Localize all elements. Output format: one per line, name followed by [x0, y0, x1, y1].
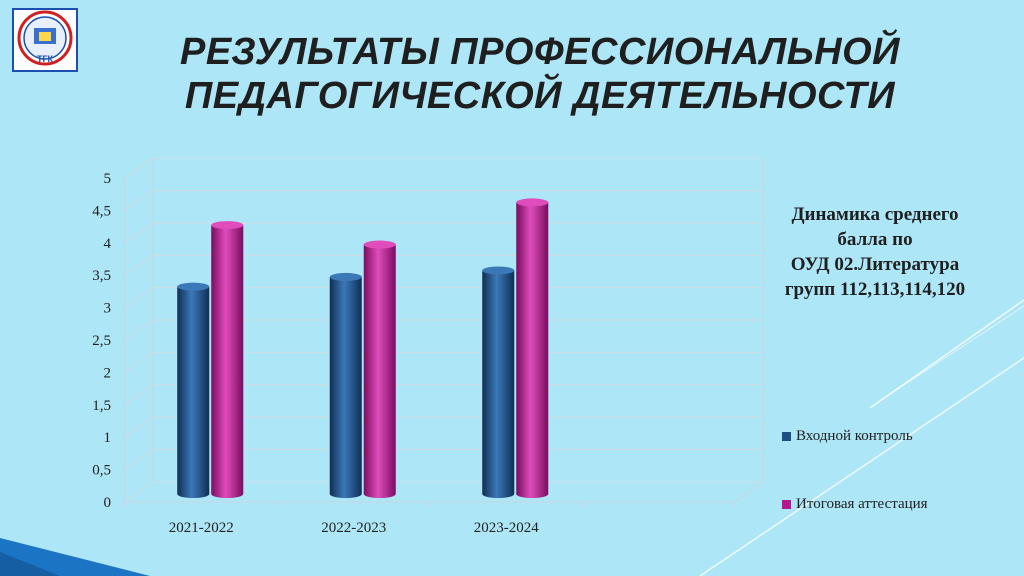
bar-final-1	[363, 244, 396, 498]
title-line-2: ПЕДАГОГИЧЕСКОЙ ДЕЯТЕЛЬНОСТИ	[184, 75, 896, 117]
gridline-diagonal	[124, 449, 154, 471]
bar-entry-0	[177, 286, 210, 498]
y-tick-label: 4,5	[92, 203, 111, 219]
legend-swatch-series2	[782, 500, 791, 509]
slide-title: РЕЗУЛЬТАТЫ ПРОФЕССИОНАЛЬНОЙ ПЕДАГОГИЧЕСК…	[160, 30, 920, 118]
gridline-diagonal	[124, 287, 154, 309]
y-tick-label: 2,5	[92, 333, 111, 349]
gridline-diagonal	[124, 157, 154, 179]
legend-label-series2: Итоговая аттестация	[796, 496, 928, 512]
legend-swatch-series1	[782, 432, 791, 441]
legend-label-series1: Входной контроль	[796, 428, 913, 444]
description-line-3: ОУД 02.Литература	[790, 254, 960, 275]
gridline-diagonal	[124, 319, 154, 341]
title-line-1: РЕЗУЛЬТАТЫ ПРОФЕССИОНАЛЬНОЙ	[180, 31, 900, 73]
x-category-label: 2021-2022	[169, 520, 234, 536]
gridline-diagonal	[124, 254, 154, 276]
bar-top-entry-2	[482, 266, 515, 275]
description-line-4: групп 112,113,114,120	[784, 279, 966, 300]
y-tick-label: 0,5	[92, 463, 111, 479]
gridline-diagonal	[124, 189, 154, 211]
y-tick-label: 5	[104, 171, 112, 187]
gridline-diagonal	[124, 384, 154, 406]
bar-entry-2	[482, 270, 515, 498]
bar-top-final-1	[363, 240, 396, 249]
y-tick-label: 3	[104, 301, 112, 317]
y-tick-label: 4	[104, 236, 112, 252]
x-category-label: 2022-2023	[321, 520, 386, 536]
bar-final-2	[516, 202, 549, 498]
bar-top-final-0	[211, 221, 244, 230]
y-tick-label: 1,5	[92, 398, 111, 414]
bar-top-final-2	[516, 198, 549, 207]
y-tick-label: 3,5	[92, 268, 111, 284]
bar-final-0	[211, 225, 244, 498]
bar-entry-1	[329, 276, 362, 498]
gridline-diagonal	[124, 416, 154, 438]
bar-top-entry-1	[329, 272, 362, 281]
legend-item-final-attestation: Итоговая аттестация	[782, 496, 928, 513]
x-category-label: 2023-2024	[474, 520, 539, 536]
y-tick-label: 1	[104, 430, 112, 446]
gridline-diagonal	[124, 481, 154, 503]
gridline-diagonal	[124, 222, 154, 244]
y-tick-label: 2	[104, 365, 112, 381]
y-tick-label: 0	[104, 495, 112, 511]
description-line-2: балла по	[837, 229, 913, 250]
gridline-diagonal	[124, 351, 154, 373]
bar-top-entry-0	[177, 282, 210, 291]
chart-description: Динамика среднего балла по ОУД 02.Литера…	[770, 202, 980, 302]
legend-item-entry-control: Входной контроль	[782, 428, 913, 445]
logo-text: ТГК	[37, 54, 54, 64]
college-logo: ТГК	[12, 8, 78, 72]
description-line-1: Динамика среднего	[791, 204, 959, 225]
